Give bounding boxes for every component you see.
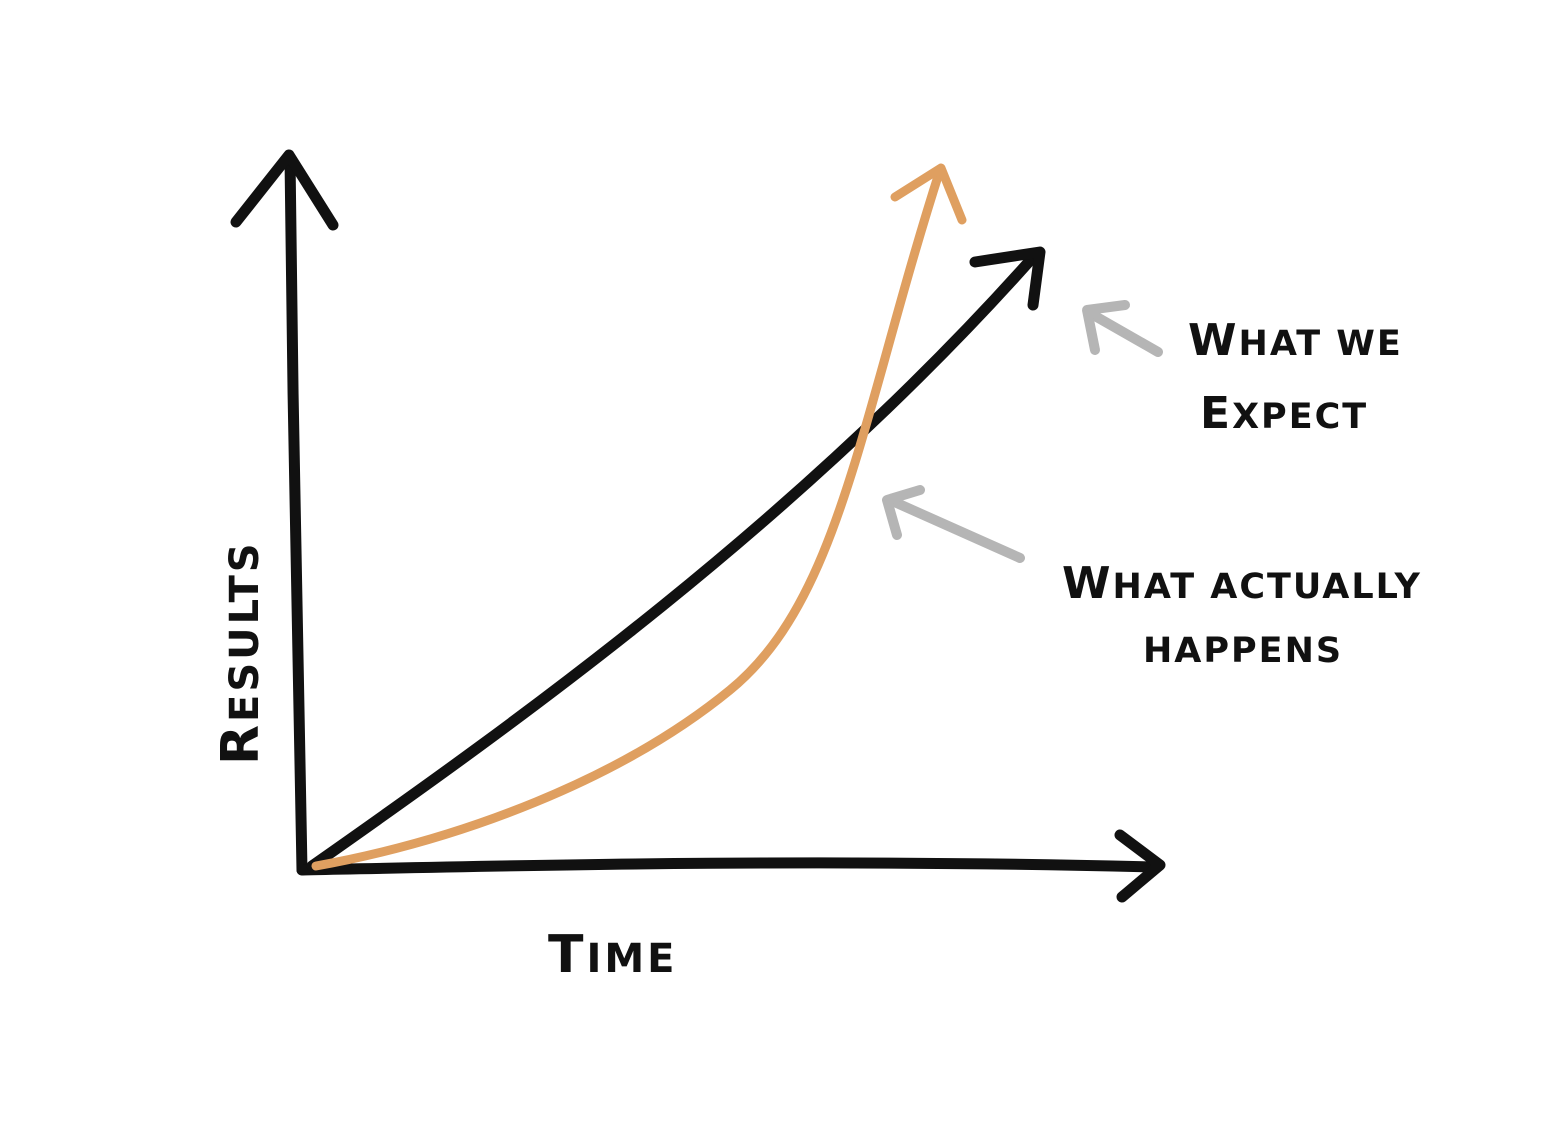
x-axis-label: TIME	[548, 925, 678, 985]
expected-pointer-arrowhead	[1082, 300, 1130, 355]
x-axis-label-rest: IME	[586, 936, 677, 982]
expected-annotation-line1-rest: HAT WE	[1239, 324, 1403, 364]
y-axis-label: RESULTS	[211, 540, 271, 765]
expected-line-arrowhead	[969, 246, 1046, 311]
expected-annotation-line2: EXPECT	[1200, 388, 1368, 439]
actual-pointer-arrow	[885, 495, 1025, 563]
x-axis-arrowhead	[1114, 829, 1166, 903]
y-axis-label-initial: R	[211, 722, 271, 765]
expected-line	[306, 249, 1041, 872]
actual-annotation-line2: HAPPENS	[1143, 631, 1343, 671]
actual-curve-arrowhead	[890, 163, 967, 225]
y-axis-label-rest: ESULTS	[222, 540, 268, 722]
actual-annotation-line1-initial: W	[1062, 558, 1113, 609]
actual-annotation-line2-text: HAPPENS	[1143, 631, 1343, 671]
expected-annotation-line1-initial: W	[1188, 315, 1239, 366]
expected-annotation-line1: WHAT WE	[1188, 315, 1403, 366]
y-axis-arrowhead	[230, 149, 339, 231]
actual-annotation-line1-rest: HAT ACTUALLY	[1113, 567, 1422, 607]
actual-annotation-line1: WHAT ACTUALLY	[1062, 558, 1422, 609]
expected-pointer-arrow	[1083, 307, 1163, 357]
y-axis-line	[284, 152, 308, 876]
x-axis-label-initial: T	[548, 925, 586, 985]
expected-annotation-line2-initial: E	[1200, 388, 1232, 439]
x-axis-line	[296, 857, 1161, 876]
actual-curve	[311, 165, 945, 871]
expected-annotation-line2-rest: XPECT	[1232, 397, 1368, 437]
actual-pointer-arrowhead	[882, 485, 925, 540]
